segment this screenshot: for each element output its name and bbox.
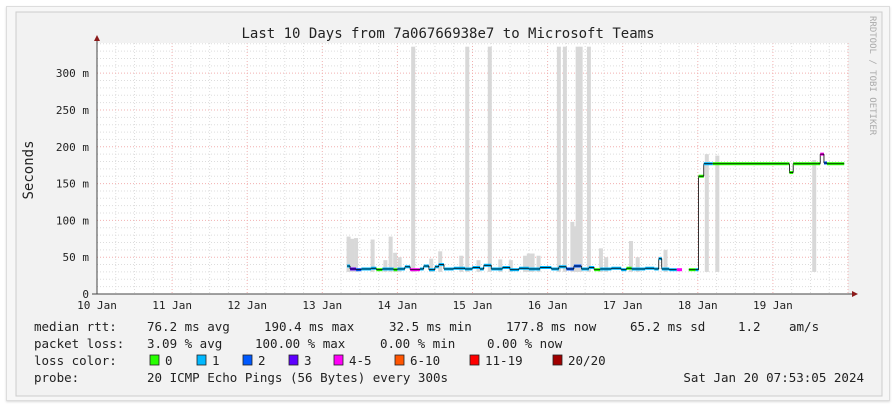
loss-color-swatch <box>394 354 405 366</box>
smoke-bar <box>438 251 443 272</box>
smoke-bar <box>383 260 388 272</box>
smoke-bar <box>393 252 398 272</box>
median-rtt-avg: 76.2 ms avg <box>147 319 230 334</box>
loss-color-item-label: 3 <box>304 353 312 368</box>
x-axis-arrow-icon <box>852 291 858 297</box>
loss-color-swatch <box>288 354 299 366</box>
smoke-bar <box>498 259 503 272</box>
x-tick-label: 12 Jan <box>227 299 267 312</box>
smoke-bar <box>459 255 464 272</box>
median-loss-segment <box>676 268 683 272</box>
smoke-bar <box>663 249 668 272</box>
smoke-bar <box>388 236 393 272</box>
median-rtt-ams-value: 1.2 <box>738 319 761 334</box>
packet-loss-label: packet loss: <box>34 336 124 351</box>
smoke-bar <box>526 253 531 272</box>
loss-color-item-label: 6-10 <box>410 353 440 368</box>
loss-color-swatch <box>149 354 160 366</box>
median-rtt-label: median rtt: <box>34 319 117 334</box>
loss-color-swatch <box>469 354 480 366</box>
smoke-bar <box>508 260 513 272</box>
smoke-bar <box>573 226 578 272</box>
loss-color-item-label: 0 <box>165 353 173 368</box>
y-tick-label: 0 <box>82 288 89 301</box>
smoke-bar <box>562 46 567 272</box>
loss-color-swatch <box>196 354 207 366</box>
x-tick-label: 11 Jan <box>152 299 192 312</box>
loss-color-item-label: 1 <box>212 353 220 368</box>
smoke-bar <box>411 46 416 272</box>
smoke-bar <box>354 238 359 272</box>
smoke-bar <box>536 255 541 272</box>
smoke-bar <box>350 238 355 272</box>
smoke-bar <box>578 46 583 272</box>
y-axis-arrow-icon <box>94 35 100 41</box>
median-rtt-sd: 65.2 ms sd <box>630 319 705 334</box>
smoke-bar <box>812 160 817 272</box>
loss-color-item-label: 4-5 <box>349 353 372 368</box>
packet-loss-min: 0.00 % min <box>380 336 455 351</box>
smoke-bar <box>429 258 434 272</box>
smoke-bar <box>523 255 528 272</box>
legend: median rtt: 76.2 ms avg 190.4 ms max 32.… <box>34 319 864 385</box>
y-tick-label: 300 m <box>56 67 89 80</box>
y-tick-label: 100 m <box>56 214 89 227</box>
x-tick-label: 15 Jan <box>453 299 493 312</box>
loss-color-item-label: 11-19 <box>485 353 523 368</box>
chart-title: Last 10 Days from 7a06766938e7 to Micros… <box>241 26 654 42</box>
smoke-bar <box>570 221 575 272</box>
y-tick-label: 50 m <box>63 251 90 264</box>
smoke-bar <box>715 155 720 272</box>
smoke-bar <box>556 46 561 272</box>
packet-loss-max: 100.00 % max <box>255 336 346 351</box>
y-tick-label: 150 m <box>56 178 89 191</box>
graph-timestamp: Sat Jan 20 07:53:05 2024 <box>683 370 864 385</box>
y-tick-label: 200 m <box>56 141 89 154</box>
loss-color-swatch <box>552 354 563 366</box>
smoke-bar <box>586 46 591 272</box>
smoke-bar <box>635 257 640 272</box>
y-axis-label: Seconds <box>21 140 37 199</box>
loss-color-label: loss color: <box>34 353 117 368</box>
x-tick-label: 17 Jan <box>603 299 643 312</box>
probe-label: probe: <box>34 370 79 385</box>
smoke-bar <box>370 239 375 272</box>
median-rtt-ams-unit: am/s <box>789 319 819 334</box>
smoke-bar <box>628 241 633 272</box>
x-tick-label: 19 Jan <box>753 299 793 312</box>
probe-value: 20 ICMP Echo Pings (56 Bytes) every 300s <box>147 370 448 385</box>
packet-loss-now: 0.00 % now <box>487 336 563 351</box>
x-tick-label: 16 Jan <box>528 299 568 312</box>
smoke-bar <box>604 257 609 272</box>
loss-color-item-label: 2 <box>258 353 266 368</box>
smoke-bar <box>346 236 351 272</box>
smoke-bar <box>465 46 470 272</box>
smoke-bar <box>598 248 603 272</box>
median-rtt-now: 177.8 ms now <box>506 319 597 334</box>
rrdtool-watermark: RRDTOOL / TOBI OETIKER <box>867 16 877 136</box>
median-rtt-max: 190.4 ms max <box>264 319 355 334</box>
smoke-bar <box>704 154 709 272</box>
x-tick-label: 10 Jan <box>77 299 117 312</box>
x-tick-label: 13 Jan <box>302 299 342 312</box>
y-tick-label: 250 m <box>56 104 89 117</box>
smoke-bar <box>575 46 580 272</box>
x-tick-label: 14 Jan <box>378 299 418 312</box>
loss-color-swatch <box>242 354 253 366</box>
x-tick-label: 18 Jan <box>678 299 718 312</box>
smoke-bar <box>487 46 492 272</box>
median-rtt-min: 32.5 ms min <box>389 319 472 334</box>
loss-color-item-label: 20/20 <box>568 353 606 368</box>
smoke-bar <box>397 257 402 272</box>
packet-loss-avg: 3.09 % avg <box>147 336 222 351</box>
loss-color-swatch <box>333 354 344 366</box>
smoke-bar <box>530 253 535 272</box>
